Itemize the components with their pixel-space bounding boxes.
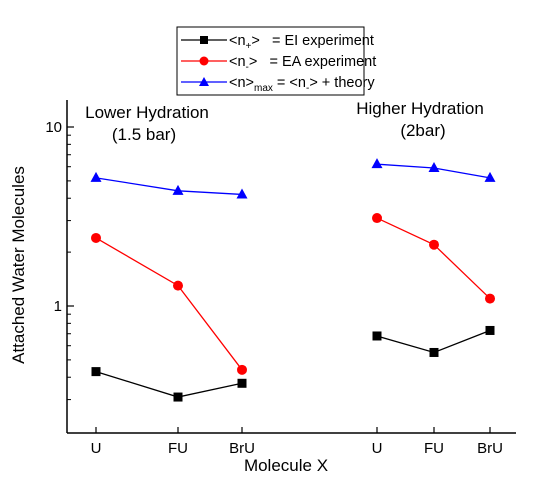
group-label-higher-line1: Higher Hydration bbox=[356, 99, 484, 118]
series-line bbox=[95, 237, 243, 371]
series-1 bbox=[91, 213, 495, 375]
data-point bbox=[371, 158, 383, 169]
legend-label-theory: <n>max = <n-> + theory bbox=[229, 75, 375, 94]
data-point bbox=[90, 171, 102, 182]
data-point bbox=[428, 162, 440, 173]
group-label-higher-line2: (2bar) bbox=[400, 121, 445, 140]
y-tick-label: 10 bbox=[45, 119, 62, 136]
series-line bbox=[95, 370, 243, 398]
data-point bbox=[91, 232, 101, 243]
legend-label-ei: <n+> = EI experiment bbox=[229, 33, 374, 52]
x-axis-title: Molecule X bbox=[244, 456, 328, 475]
data-point bbox=[173, 280, 183, 291]
axis-ticks: 1 10 U FU BrU U FU BrU bbox=[45, 119, 503, 457]
data-point bbox=[91, 367, 101, 377]
legend-marker-theory bbox=[199, 77, 209, 86]
group-label-lower-line1: Lower Hydration bbox=[85, 103, 209, 122]
legend: <n+> = EI experiment <n-> = EA experimen… bbox=[176, 26, 376, 96]
data-point bbox=[429, 239, 439, 250]
x-tick-label: BrU bbox=[229, 440, 255, 457]
x-tick-label: BrU bbox=[477, 440, 503, 457]
legend-label-ea: <n-> = EA experiment bbox=[229, 54, 376, 73]
data-point bbox=[485, 293, 495, 304]
legend-marker-ei bbox=[200, 36, 208, 44]
data-point bbox=[173, 392, 183, 402]
data-point bbox=[372, 213, 382, 224]
data-point bbox=[172, 184, 184, 195]
series-line bbox=[95, 177, 243, 196]
data-point bbox=[236, 188, 248, 199]
data-point bbox=[237, 364, 247, 375]
data-point bbox=[485, 325, 495, 335]
series-line bbox=[376, 217, 491, 300]
data-point bbox=[429, 347, 439, 357]
x-tick-label: FU bbox=[424, 440, 444, 457]
data-point bbox=[237, 378, 247, 388]
x-tick-label: FU bbox=[168, 440, 188, 457]
x-tick-label: U bbox=[91, 440, 102, 457]
series-layer bbox=[90, 158, 496, 402]
x-tick-label: U bbox=[372, 440, 383, 457]
series-0 bbox=[91, 325, 495, 402]
data-point bbox=[484, 171, 496, 182]
legend-marker-ea bbox=[199, 56, 209, 66]
data-point bbox=[372, 331, 382, 341]
series-2 bbox=[90, 158, 496, 199]
group-label-lower-line2: (1.5 bar) bbox=[112, 125, 176, 144]
y-tick-label: 1 bbox=[54, 298, 62, 315]
y-axis-title: Attached Water Molecules bbox=[9, 166, 28, 364]
